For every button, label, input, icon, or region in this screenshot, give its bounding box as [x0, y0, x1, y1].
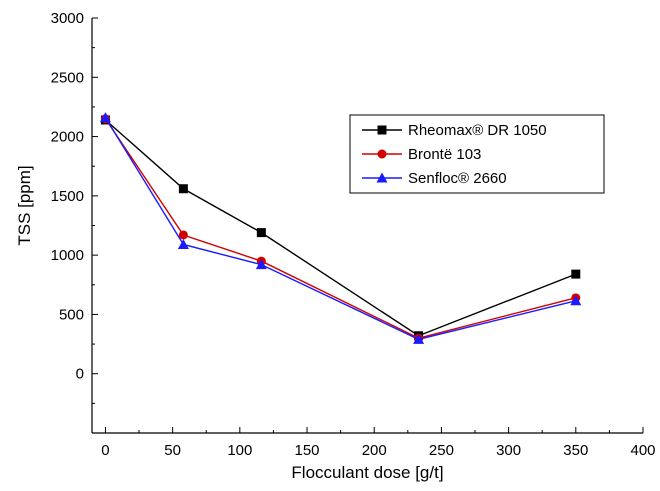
y-tick-label: 0 [76, 366, 84, 383]
y-tick-label: 2500 [51, 69, 84, 86]
y-tick-label: 3000 [51, 10, 84, 27]
data-point [178, 230, 188, 240]
legend: Rheomax® DR 1050 Brontë 103 Senfloc® 2660 [349, 114, 605, 194]
data-point [256, 228, 266, 238]
x-tick-label: 50 [164, 442, 181, 459]
y-tick-label: 1500 [51, 188, 84, 205]
data-point [571, 269, 581, 279]
legend-marker [376, 172, 388, 183]
x-tick-label: 0 [101, 442, 109, 459]
legend-marker [377, 149, 387, 159]
x-tick-label: 150 [295, 442, 320, 459]
x-tick-label: 100 [227, 442, 252, 459]
legend-marker [377, 125, 387, 135]
axes [91, 18, 643, 434]
legend-entry: Brontë 103 [408, 146, 481, 163]
y-tick-label: 500 [59, 306, 84, 323]
legend-entry: Rheomax® DR 1050 [408, 122, 547, 139]
legend-entry: Senfloc® 2660 [408, 170, 507, 187]
y-tick-label: 2000 [51, 129, 84, 146]
data-point [570, 295, 582, 306]
series-layer [99, 112, 582, 344]
y-axis-title: TSS [ppm] [15, 165, 34, 245]
data-point [99, 112, 111, 123]
ticks: 0 50 100 150 200 250 300 350 400 0 500 1000 1500 2000… [51, 10, 656, 459]
x-tick-label: 300 [496, 442, 521, 459]
series-3 [99, 112, 582, 344]
x-tick-label: 400 [630, 442, 655, 459]
y-tick-label: 1000 [51, 247, 84, 264]
data-point [413, 333, 425, 344]
x-axis-title: Flocculant dose [g/t] [291, 463, 443, 482]
data-point [178, 184, 188, 194]
data-point [177, 238, 189, 249]
data-point [255, 259, 267, 270]
x-tick-label: 350 [563, 442, 588, 459]
x-tick-label: 200 [362, 442, 387, 459]
x-tick-label: 250 [429, 442, 454, 459]
